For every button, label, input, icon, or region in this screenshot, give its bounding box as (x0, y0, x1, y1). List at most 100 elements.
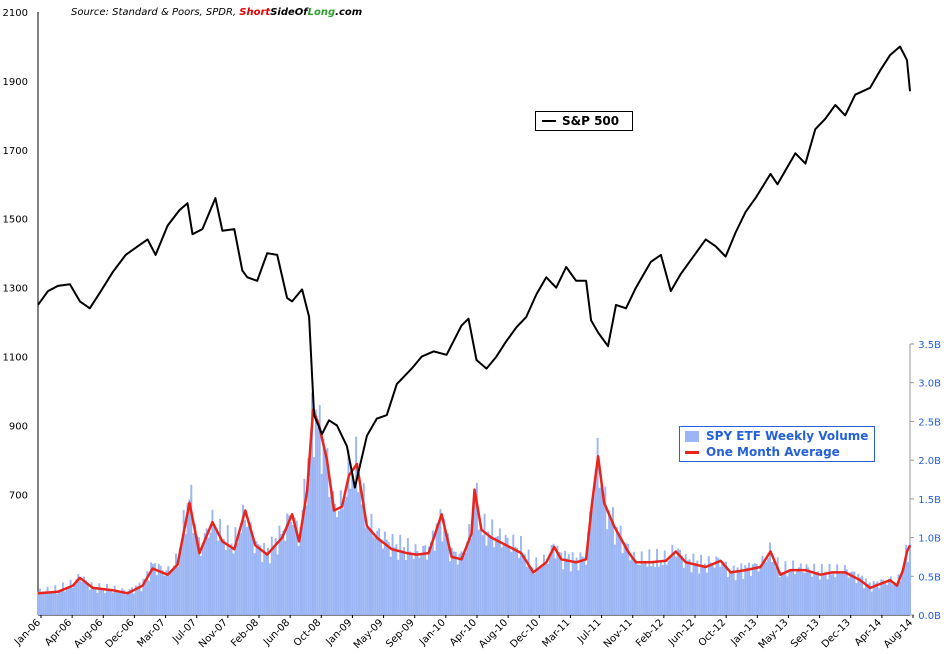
volume-bar (274, 538, 277, 615)
volume-bar (788, 569, 791, 615)
volume-bar (324, 449, 327, 615)
volume-bar (263, 543, 266, 615)
volume-bar (759, 564, 762, 615)
volume-bar (228, 548, 231, 615)
volume-bar (535, 557, 538, 615)
volume-bar (445, 533, 448, 615)
volume-bar (905, 545, 908, 615)
volume-bar (96, 592, 99, 615)
volume-bar (776, 557, 779, 615)
volume-bar (359, 484, 361, 615)
volume-bar (50, 591, 53, 615)
volume-bar (617, 534, 620, 615)
volume-bar (792, 560, 795, 615)
volume-bar (713, 567, 716, 615)
volume-bar (801, 571, 804, 615)
volume-bar (611, 507, 614, 615)
volume-bar (899, 581, 902, 615)
volume-bar (692, 553, 695, 615)
volume-bar (207, 537, 210, 615)
volume-bar (673, 553, 676, 615)
volume-bar (550, 545, 553, 615)
volume-bar (705, 572, 708, 615)
x-axis-tick-label: Feb-08 (229, 617, 261, 649)
volume-bar (460, 551, 463, 615)
volume-bar (481, 535, 484, 615)
volume-bar (240, 532, 243, 615)
volume-bar (73, 583, 76, 615)
volume-bar (458, 553, 461, 615)
volume-bar (863, 588, 865, 615)
x-axis-tick-label: Dec-06 (104, 617, 137, 650)
legend-volume: SPY ETF Weekly Volume One Month Average (679, 426, 875, 462)
volume-bar (106, 583, 108, 615)
volume-bar (380, 539, 383, 615)
volume-bar (715, 556, 718, 615)
volume-bar (309, 445, 312, 615)
volume-bar (495, 537, 497, 615)
volume-bar (531, 567, 534, 615)
volume-bar (483, 513, 486, 615)
volume-bar (330, 487, 333, 615)
x-axis-tick-label: Mar-11 (540, 617, 572, 649)
x-axis-tick-label: Dec-10 (508, 617, 541, 650)
volume-bar (594, 469, 597, 615)
volume-bar (111, 592, 114, 615)
volume-bar (175, 553, 177, 615)
volume-bar (466, 541, 469, 615)
volume-bar (328, 497, 331, 615)
volume-bar (510, 551, 513, 615)
volume-bar (671, 544, 674, 615)
volume-bar (602, 498, 605, 615)
volume-bar (115, 590, 118, 615)
right-axis-tick-label: 3.0B (918, 379, 941, 390)
volume-bar (383, 531, 386, 615)
volume-bar (117, 592, 120, 615)
volume-bar (452, 551, 455, 615)
volume-bar (732, 565, 735, 615)
volume-bar (332, 491, 335, 615)
right-axis-tick-label: 0.0B (918, 611, 941, 622)
volume-bar (199, 555, 202, 615)
volume-bar (63, 591, 66, 615)
volume-bar (487, 531, 490, 615)
volume-bar (728, 570, 731, 615)
volume-bar (134, 585, 137, 615)
volume-bar (663, 550, 666, 615)
volume-bar (428, 546, 430, 615)
volume-bar (575, 557, 578, 615)
volume-bar (426, 559, 429, 615)
volume-bar (475, 482, 478, 615)
volume-bar (314, 409, 317, 615)
volume-bar (629, 560, 632, 615)
volume-bar (652, 560, 655, 615)
volume-bar (542, 554, 545, 615)
volume-bar (496, 536, 499, 615)
volume-bar (901, 570, 904, 615)
volume-bar (749, 575, 752, 615)
volume-bar (539, 566, 542, 615)
volume-bar (748, 562, 750, 615)
x-axis-tick-label: Feb-12 (634, 617, 666, 649)
volume-bar (98, 583, 101, 615)
volume-bar (836, 564, 839, 615)
x-axis-tick-label: Nov-11 (602, 617, 635, 650)
volume-bar (370, 513, 373, 615)
volume-bar (711, 564, 714, 615)
volume-bar (86, 584, 89, 615)
volume-bar (163, 575, 166, 615)
volume-bar (763, 562, 766, 615)
volume-bar (378, 528, 381, 615)
volume-bar (286, 513, 289, 615)
volume-bar (130, 587, 133, 615)
volume-bar (38, 588, 41, 615)
right-axis-tick-label: 2.5B (918, 417, 941, 428)
volume-bar (192, 532, 195, 615)
volume-bar (518, 557, 520, 615)
volume-bar (698, 573, 701, 615)
volume-bar (351, 473, 354, 615)
x-axis-tick-label: Oct-12 (697, 617, 729, 649)
right-axis-tick-label: 1.5B (918, 495, 941, 506)
volume-bar (71, 587, 74, 615)
volume-bar (723, 562, 726, 615)
